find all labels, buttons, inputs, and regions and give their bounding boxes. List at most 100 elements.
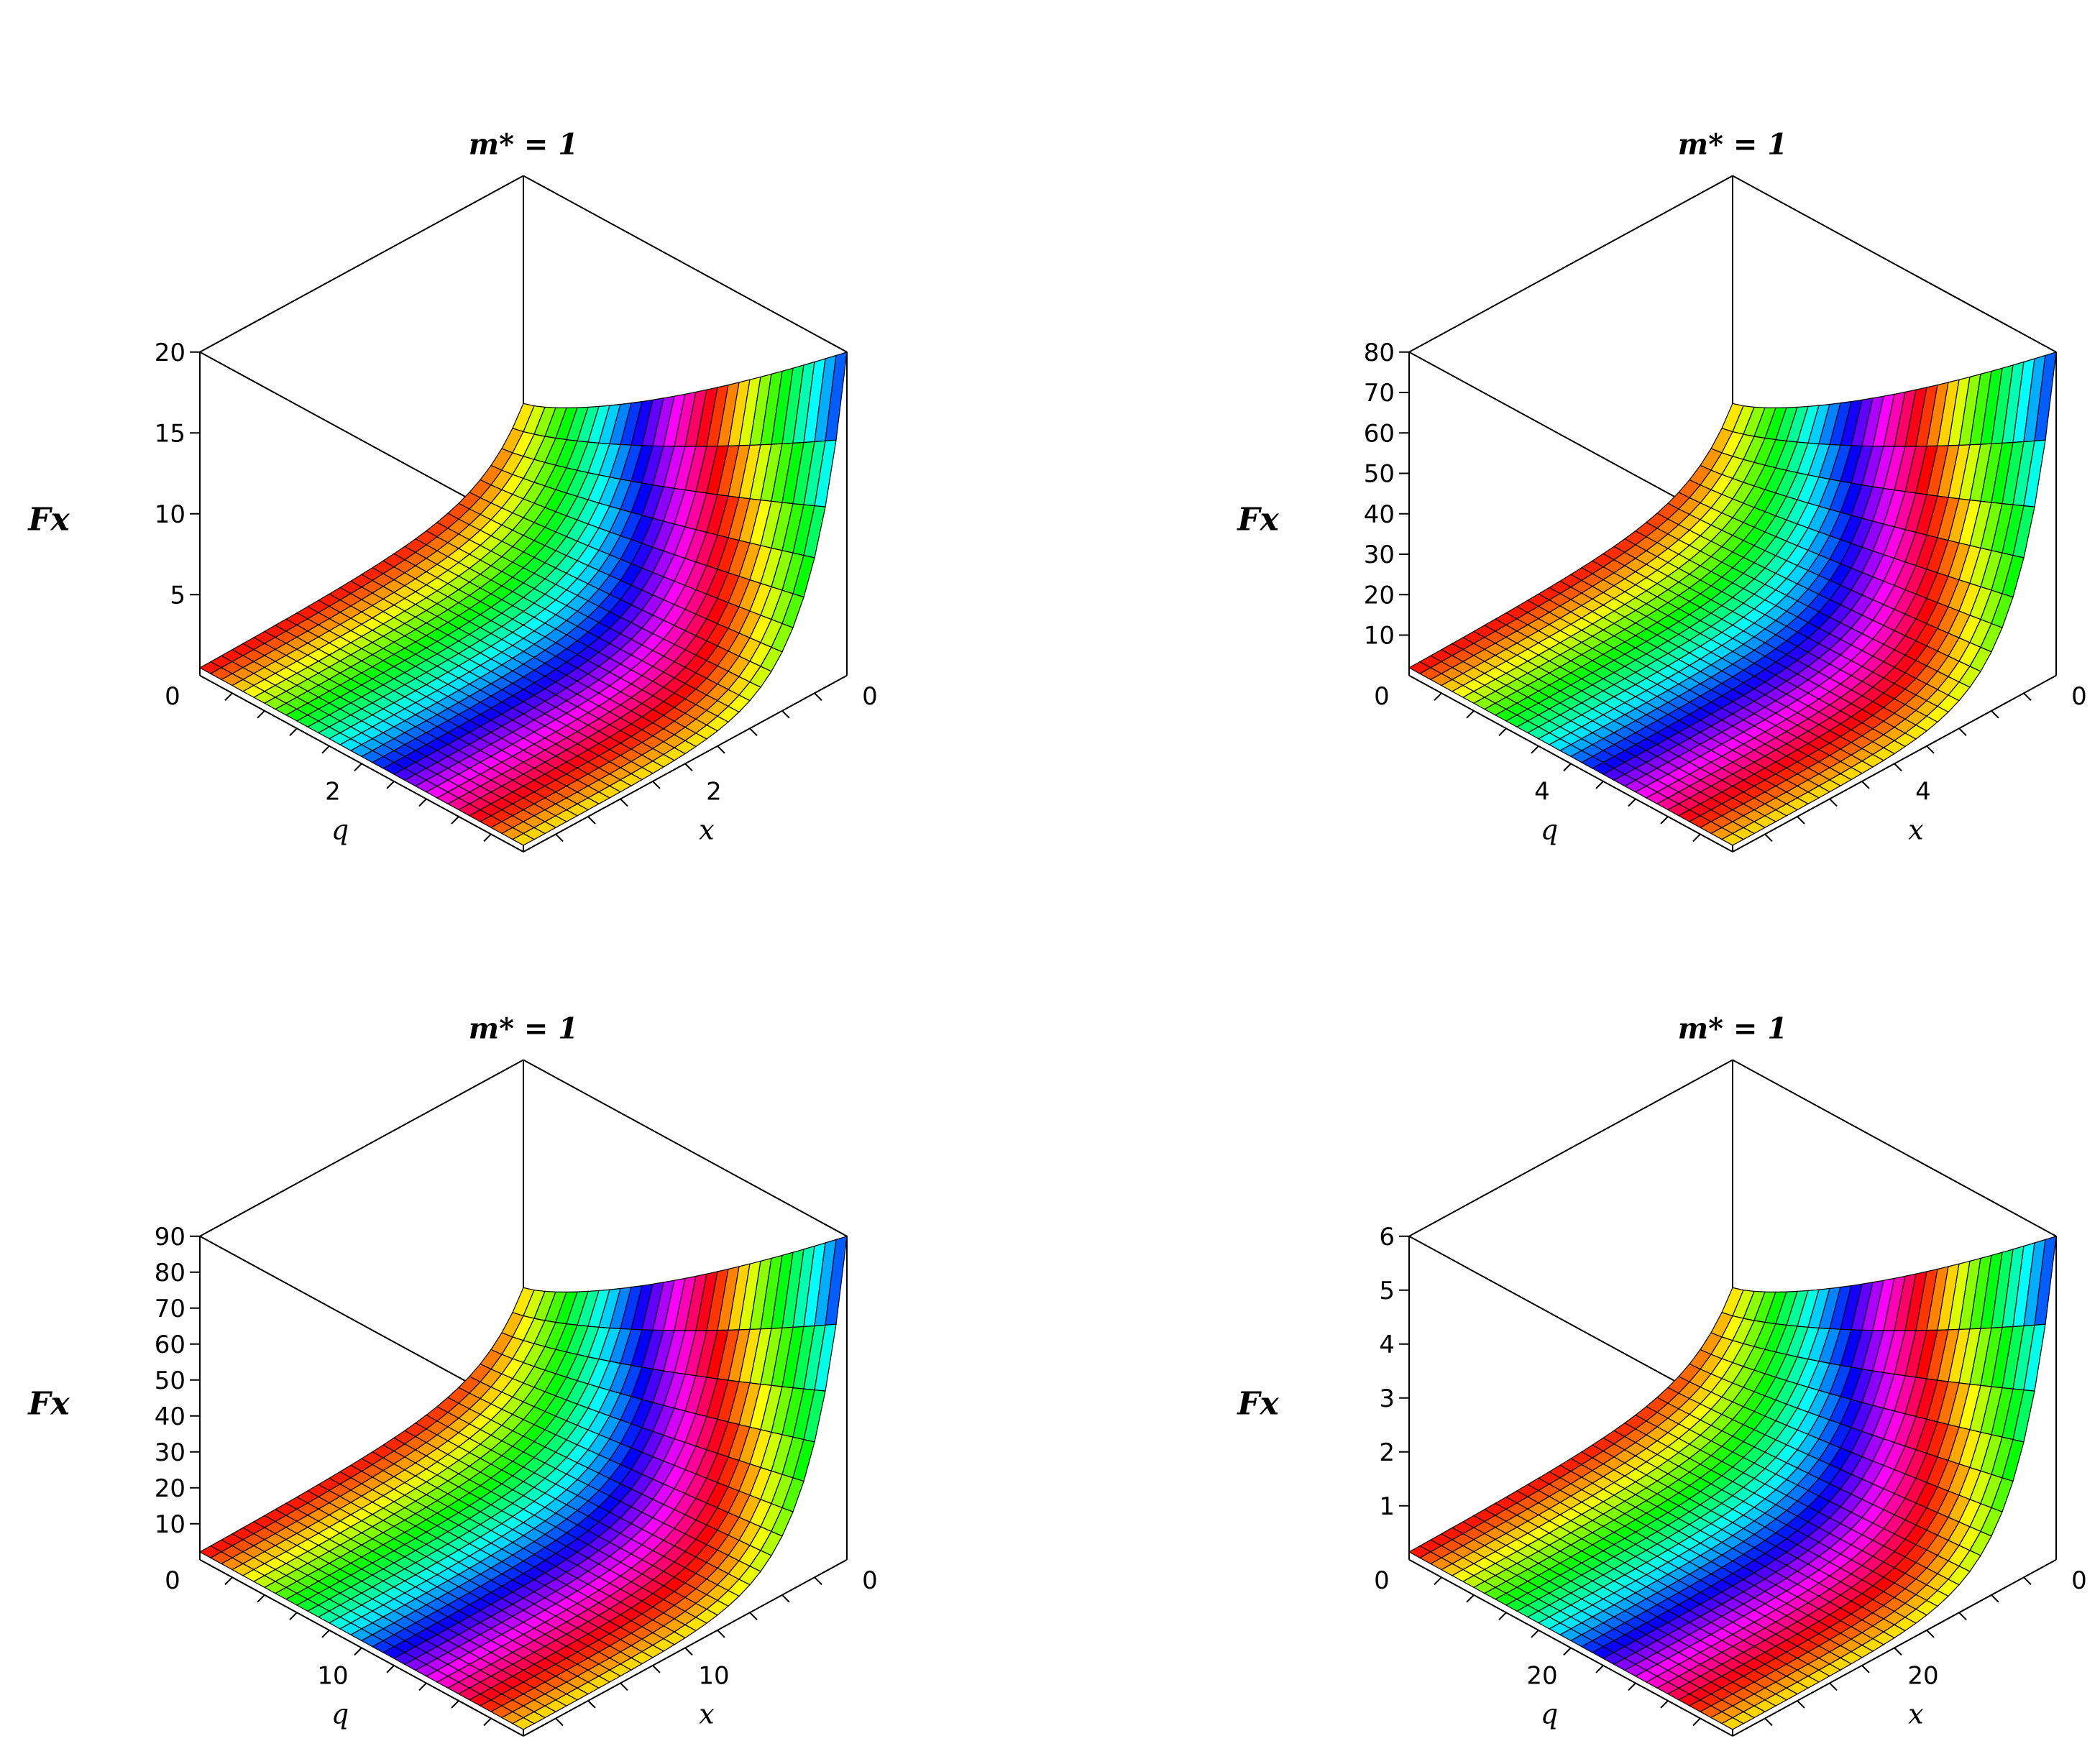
chart-title: m* = 1	[1678, 128, 1787, 162]
q-tick-mark	[1563, 763, 1572, 772]
z-tick-label: 40	[155, 1402, 185, 1431]
x-axis: 20 x 0	[1764, 1566, 2087, 1730]
x-tick-mark	[1764, 1717, 1773, 1727]
q-tick-mark	[1595, 1665, 1604, 1673]
x-tick-mark	[1797, 1700, 1805, 1709]
x-tick-mark	[1894, 1647, 1902, 1656]
z-tick-label: 90	[155, 1223, 185, 1251]
q-axis: 2q	[224, 692, 492, 845]
x-origin-label: 0	[2071, 1566, 2087, 1595]
q-tick-mark	[451, 1700, 459, 1709]
surface-cell	[1720, 832, 1745, 846]
q-axis-label: q	[331, 1698, 349, 1730]
surface-mesh	[1408, 1235, 2057, 1730]
chart-title: m* = 1	[469, 1012, 578, 1046]
x-tick-mark	[1958, 727, 1967, 737]
q-axis: 10 q	[224, 1576, 492, 1730]
q-tick-mark	[1595, 781, 1604, 789]
q-axis-label: q	[1541, 814, 1558, 845]
x-tick-label: 4	[1915, 777, 1931, 806]
x-tick-label: 20	[1907, 1661, 1938, 1690]
x-tick-mark	[1991, 710, 1999, 719]
z-tick-label: 80	[1364, 339, 1395, 367]
q-tick-mark	[483, 1717, 492, 1727]
surface-mesh	[1408, 351, 2057, 846]
x-tick-mark	[1861, 1665, 1870, 1673]
q-tick-mark	[224, 692, 233, 701]
z-tick-label: 60	[1364, 419, 1395, 448]
x-tick-mark	[652, 781, 661, 789]
x-tick-mark	[749, 727, 758, 737]
q-tick-mark	[1692, 1717, 1701, 1727]
q-tick-mark	[1660, 816, 1669, 825]
q-tick-mark	[1531, 745, 1539, 754]
q-tick-mark	[1628, 1682, 1636, 1691]
z-axis: 5 10 15 20 0	[155, 339, 200, 711]
q-axis: 4q	[1434, 692, 1701, 845]
q-tick-mark	[354, 1647, 362, 1656]
z-tick-label: 80	[155, 1259, 185, 1287]
q-tick-mark	[224, 1576, 233, 1585]
x-tick-mark	[717, 745, 725, 754]
q-tick-mark	[289, 727, 298, 737]
q-tick-mark	[321, 745, 330, 754]
q-tick-mark	[257, 710, 265, 719]
x-tick-mark	[1829, 798, 1838, 807]
x-tick-mark	[587, 1700, 596, 1709]
x-origin-label: 0	[862, 1566, 878, 1595]
box-edge	[523, 1059, 848, 1237]
box-edge	[1732, 175, 2057, 353]
q-tick-mark	[418, 798, 427, 807]
z-axis-label: Fx	[27, 1385, 70, 1422]
q-tick-label: 4	[1534, 777, 1550, 806]
x-tick-mark	[684, 1647, 693, 1656]
chart-title: m* = 1	[1678, 1012, 1787, 1046]
z-tick-label: 40	[1364, 500, 1395, 529]
z-tick-label: 5	[170, 581, 185, 610]
x-tick-mark	[620, 798, 628, 807]
x-tick-mark	[781, 710, 790, 719]
x-tick-mark	[1926, 1630, 1935, 1638]
q-tick-mark	[1660, 1700, 1669, 1709]
z-tick-label: 6	[1379, 1223, 1395, 1251]
q-tick-mark	[1434, 1576, 1442, 1585]
q-tick-mark	[1628, 798, 1636, 807]
z-axis-label: Fx	[1236, 1385, 1279, 1422]
q-axis-label: q	[331, 814, 349, 845]
box-edge	[1408, 175, 1733, 353]
x-origin-label: 0	[2071, 682, 2087, 711]
z-origin-label: 0	[165, 1566, 180, 1595]
z-tick-label: 20	[1364, 581, 1395, 610]
z-tick-label: 30	[1364, 541, 1395, 569]
x-tick-mark	[1958, 1612, 1967, 1621]
x-axis-label: x	[1908, 1698, 1923, 1730]
q-tick-mark	[1434, 692, 1442, 701]
z-tick-label: 10	[1364, 622, 1395, 651]
z-tick-label: 50	[155, 1367, 185, 1395]
z-tick-label: 3	[1379, 1384, 1395, 1413]
z-axis-label: Fx	[1236, 501, 1279, 538]
q-axis-label: q	[1541, 1698, 1558, 1730]
z-tick-label: 20	[155, 1474, 185, 1503]
q-tick-mark	[257, 1594, 265, 1603]
z-tick-label: 4	[1379, 1331, 1395, 1359]
x-tick-mark	[781, 1594, 790, 1603]
q-axis: 20 q	[1434, 1576, 1701, 1730]
x-tick-label: 10	[698, 1661, 729, 1690]
q-tick-mark	[1498, 727, 1507, 737]
q-tick-mark	[386, 781, 395, 789]
q-tick-label: 10	[317, 1661, 348, 1690]
x-axis-label: x	[699, 814, 714, 845]
x-axis: 4 x 0	[1764, 682, 2087, 845]
q-tick-mark	[1466, 1594, 1475, 1603]
q-tick-mark	[386, 1665, 395, 1673]
z-tick-label: 70	[155, 1295, 185, 1323]
q-tick-mark	[1692, 833, 1701, 842]
q-tick-mark	[289, 1612, 298, 1621]
box-edge	[1408, 1059, 1733, 1237]
z-axis-label: Fx	[27, 501, 70, 538]
q-tick-mark	[321, 1630, 330, 1638]
z-tick-label: 20	[155, 339, 185, 367]
box-edge	[199, 175, 524, 353]
